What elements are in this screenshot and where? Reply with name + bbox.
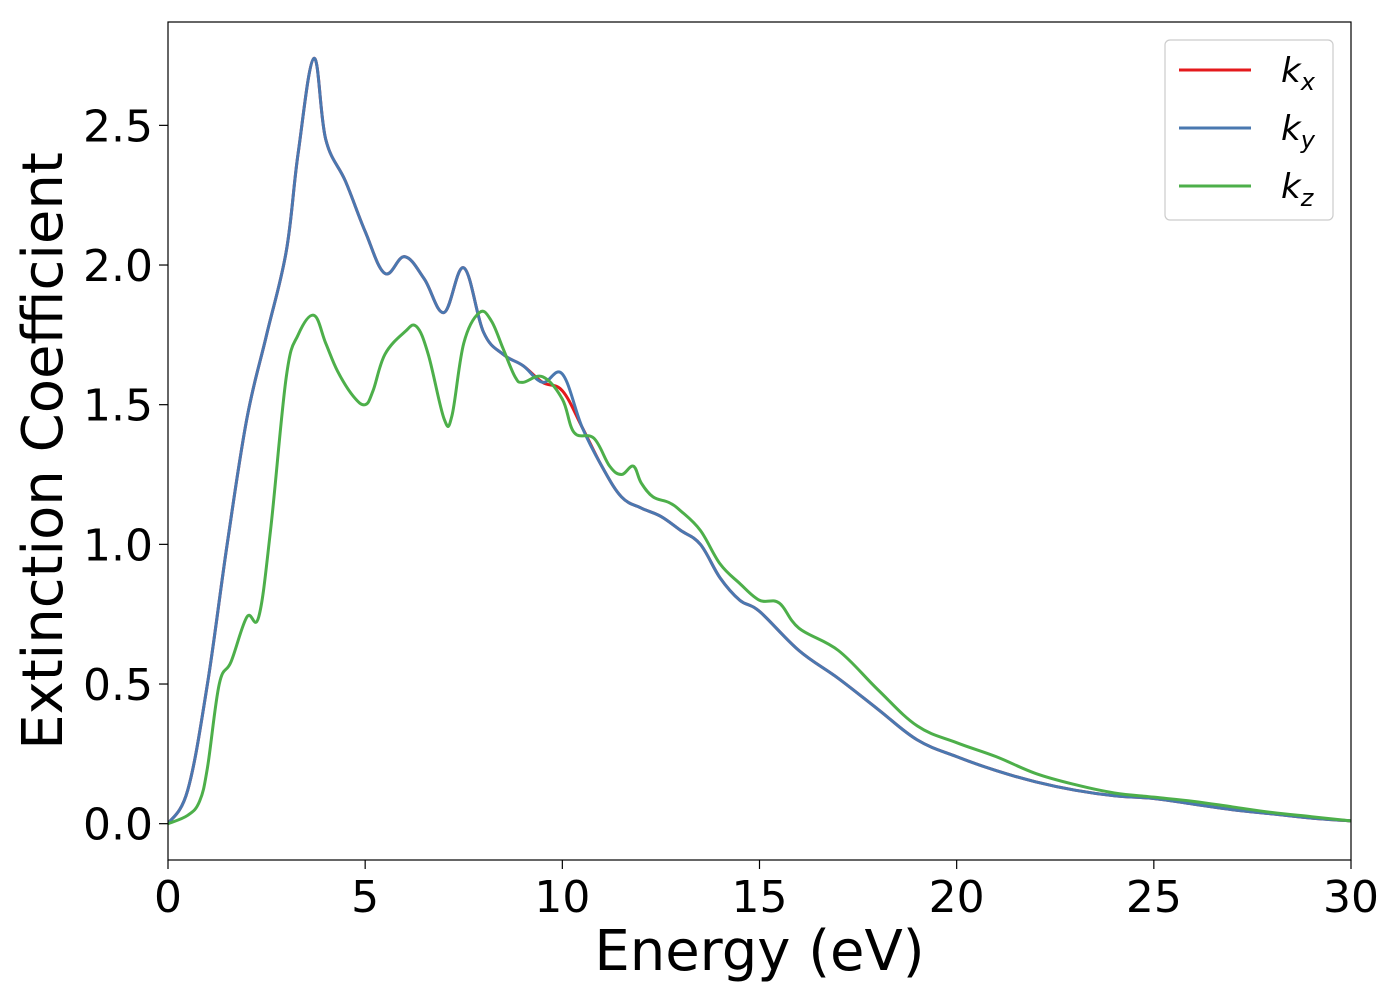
legend: kx ky kz: [1164, 39, 1334, 221]
x-tick-label: 0: [154, 872, 182, 923]
y-tick-label: 0.5: [83, 660, 153, 711]
y-tick-label: 1.5: [83, 381, 153, 432]
axis-ticks: 0 5 10 15 20 25 30 0.0 0.5 1.0 1.5 2.0 2.5: [83, 101, 1379, 923]
x-tick-label: 10: [534, 872, 590, 923]
x-tick-label: 30: [1323, 872, 1379, 923]
x-tick-label: 20: [929, 872, 985, 923]
legend-label-k-z: kz: [1281, 167, 1315, 212]
legend-label-k-x: kx: [1281, 51, 1316, 96]
x-tick-label: 25: [1126, 872, 1182, 923]
series-line-k-z: [168, 309, 1351, 826]
y-tick-label: 2.5: [83, 101, 153, 152]
x-axis-title: Energy (eV): [594, 919, 924, 984]
series-line-k-y: [168, 56, 1351, 825]
y-tick-label: 1.0: [83, 520, 153, 571]
x-tick-label: 15: [732, 872, 788, 923]
legend-label-k-y: ky: [1281, 109, 1316, 154]
x-tick-label: 5: [351, 872, 379, 923]
y-axis-title: Extinction Coefficient: [11, 152, 76, 750]
y-tick-label: 2.0: [83, 241, 153, 292]
y-tick-label: 0.0: [83, 800, 153, 851]
legend-box: [1164, 39, 1334, 221]
series-lines: [168, 56, 1351, 826]
